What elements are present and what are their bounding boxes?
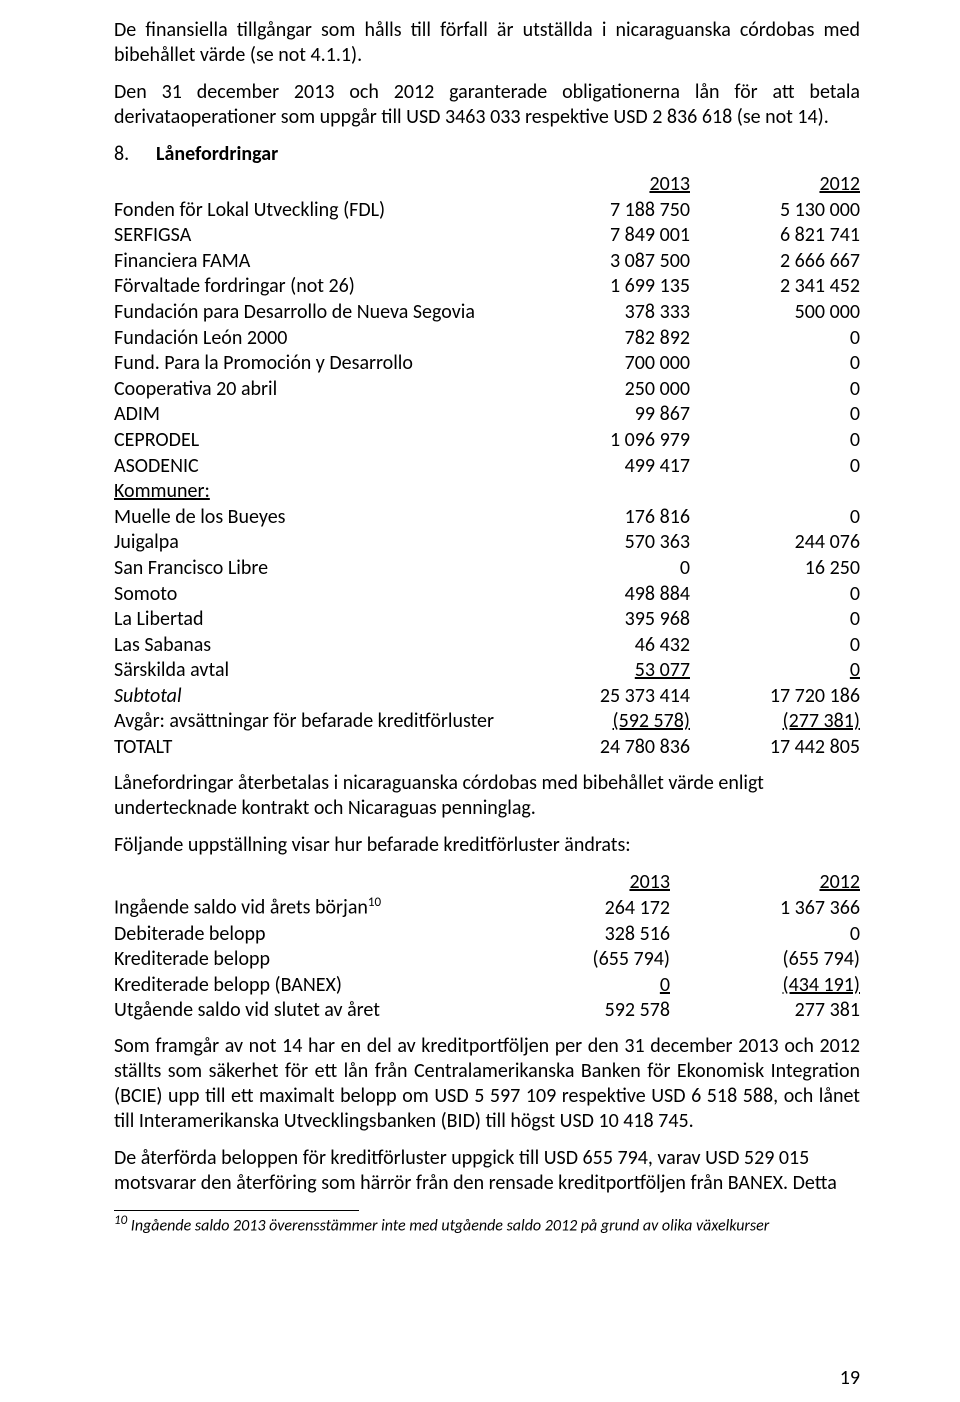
table-credit-loss-changes: 2013 2012 Ingående saldo vid årets börja… [114, 870, 860, 1024]
row-total: TOTALT 24 780 836 17 442 805 [114, 735, 860, 761]
table-row: Fonden för Lokal Utveckling (FDL)7 188 7… [114, 198, 860, 224]
paragraph-3: Lånefordringar återbetalas i nicaraguans… [114, 771, 860, 821]
footnote: 10 Ingående saldo 2013 överensstämmer in… [114, 1213, 860, 1236]
table-row: La Libertad395 9680 [114, 607, 860, 633]
table-row: Financiera FAMA3 087 5002 666 667 [114, 249, 860, 275]
row-sarskilda: Särskilda avtal 53 077 0 [114, 658, 860, 684]
col2-2013: 2013 [500, 870, 710, 896]
row-avgar: Avgår: avsättningar för befarade kreditf… [114, 709, 860, 735]
table-row: Fund. Para la Promoción y Desarrollo700 … [114, 351, 860, 377]
table-row: Ingående saldo vid årets början10264 172… [114, 895, 860, 921]
paragraph-5: Som framgår av not 14 har en del av kred… [114, 1034, 860, 1134]
table-row: Cooperativa 20 abril250 0000 [114, 377, 860, 403]
table-row: Förvaltade fordringar (not 26)1 699 1352… [114, 274, 860, 300]
paragraph-4: Följande uppställning visar hur befarade… [114, 833, 860, 858]
section-heading: 8. Lånefordringar [114, 142, 860, 166]
table-row: Fundación León 2000782 8920 [114, 326, 860, 352]
table-row: Debiterade belopp328 5160 [114, 922, 860, 948]
table-row: SERFIGSA7 849 0016 821 741 [114, 223, 860, 249]
table-row: Fundación para Desarrollo de Nueva Segov… [114, 300, 860, 326]
table-row: San Francisco Libre016 250 [114, 556, 860, 582]
footnote-text: Ingående saldo 2013 överensstämmer inte … [127, 1216, 769, 1235]
paragraph-2: Den 31 december 2013 och 2012 garanterad… [114, 80, 860, 130]
table-row: Somoto498 8840 [114, 582, 860, 608]
subheading-kommuner: Kommuner: [114, 479, 530, 505]
row-outgoing: Utgående saldo vid slutet av året 592 57… [114, 998, 860, 1024]
table-loan-claims: 2013 2012 Fonden för Lokal Utveckling (F… [114, 172, 860, 761]
row-banex: Krediterade belopp (BANEX) 0 (434 191) [114, 973, 860, 999]
table-row: CEPRODEL1 096 9790 [114, 428, 860, 454]
table-row: Krediterade belopp(655 794)(655 794) [114, 947, 860, 973]
table-row: Juigalpa570 363244 076 [114, 530, 860, 556]
table-row: ADIM99 8670 [114, 402, 860, 428]
table-row: Muelle de los Bueyes176 8160 [114, 505, 860, 531]
col-2012: 2012 [720, 172, 860, 198]
row-subtotal: Subtotal 25 373 414 17 720 186 [114, 684, 860, 710]
table-row: Las Sabanas46 4320 [114, 633, 860, 659]
footnote-separator [114, 1210, 359, 1211]
section-number: 8. [114, 142, 156, 166]
section-title: Lånefordringar [156, 142, 278, 166]
table-header-row: 2013 2012 [114, 172, 860, 198]
page-number: 19 [840, 1366, 860, 1390]
paragraph-1: De finansiella tillgångar som hålls till… [114, 18, 860, 68]
paragraph-6: De återförda beloppen för kreditförluste… [114, 1146, 860, 1196]
table2-header-row: 2013 2012 [114, 870, 860, 896]
footnote-number: 10 [114, 1213, 127, 1228]
table-row: ASODENIC499 4170 [114, 454, 860, 480]
col2-2012: 2012 [710, 870, 860, 896]
col-2013: 2013 [530, 172, 720, 198]
